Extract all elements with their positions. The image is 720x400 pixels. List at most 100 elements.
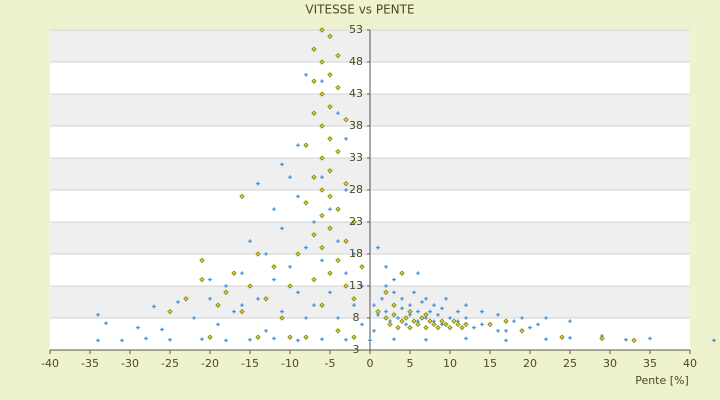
point <box>360 322 364 327</box>
point <box>223 289 229 296</box>
point <box>319 187 325 193</box>
point <box>335 52 341 59</box>
point <box>536 322 540 327</box>
point <box>412 290 416 295</box>
point <box>424 297 428 301</box>
point <box>352 252 356 256</box>
point <box>303 334 309 340</box>
point <box>327 104 333 110</box>
point <box>384 309 388 314</box>
point <box>296 143 300 147</box>
x-tick-label: -15 <box>241 357 259 370</box>
x-tick-label: 5 <box>407 357 414 370</box>
point <box>192 316 196 320</box>
point <box>376 245 380 250</box>
point <box>272 277 276 282</box>
y-tick-label: 33 <box>349 151 363 164</box>
point <box>380 297 384 301</box>
point <box>224 338 228 343</box>
point <box>395 324 401 331</box>
point <box>391 312 397 318</box>
y-tick-label: 3 <box>353 343 360 356</box>
point <box>459 324 465 331</box>
point <box>152 304 156 309</box>
point <box>296 194 300 199</box>
point <box>311 276 317 283</box>
point <box>248 239 252 243</box>
point <box>451 318 457 324</box>
point <box>504 338 508 343</box>
point <box>392 277 396 282</box>
point <box>368 338 372 343</box>
x-tick-label: 10 <box>443 357 457 370</box>
point <box>512 319 516 323</box>
point <box>208 277 212 282</box>
x-tick-label: -25 <box>161 357 179 370</box>
point <box>231 270 237 276</box>
point <box>359 264 365 270</box>
point <box>544 337 548 341</box>
point <box>296 338 300 343</box>
y-tick-label: 13 <box>349 279 363 292</box>
point <box>215 302 221 308</box>
point <box>319 123 325 129</box>
point <box>416 309 420 314</box>
point <box>320 175 324 179</box>
point <box>427 318 433 324</box>
point <box>447 324 453 331</box>
x-tick-label: 25 <box>563 357 577 370</box>
y-tick-label: 43 <box>349 87 363 100</box>
point <box>352 303 356 307</box>
point <box>624 337 628 342</box>
point <box>372 303 376 307</box>
point <box>392 290 396 295</box>
point <box>327 225 333 232</box>
point <box>344 337 348 342</box>
point <box>96 313 100 317</box>
point <box>480 322 484 327</box>
point <box>391 302 397 308</box>
point <box>240 271 244 275</box>
point <box>415 321 421 328</box>
point <box>327 193 333 200</box>
x-tick-label: -5 <box>325 357 336 370</box>
point <box>247 283 253 289</box>
point <box>271 264 277 270</box>
point <box>343 116 349 123</box>
point <box>520 316 524 320</box>
point <box>383 289 389 296</box>
point <box>428 309 432 314</box>
point <box>320 337 324 341</box>
point <box>336 239 340 243</box>
point <box>487 321 493 328</box>
point <box>648 336 652 341</box>
point <box>599 335 605 342</box>
point <box>287 283 293 289</box>
x-tick-label: 35 <box>643 357 657 370</box>
point <box>272 336 276 341</box>
point <box>199 276 205 283</box>
point <box>503 318 509 324</box>
point <box>264 252 268 256</box>
point <box>519 328 525 334</box>
point <box>312 220 316 224</box>
point <box>336 111 340 115</box>
point <box>288 175 292 179</box>
point <box>396 316 400 320</box>
point <box>327 136 333 142</box>
point <box>423 312 429 318</box>
point <box>432 303 436 307</box>
y-tick-label: 38 <box>349 119 363 132</box>
point <box>375 308 381 315</box>
point <box>403 315 409 321</box>
point <box>504 329 508 333</box>
point <box>319 91 325 97</box>
chart-title: VITESSE vs PENTE <box>305 3 414 17</box>
point <box>335 84 341 91</box>
point <box>272 207 276 211</box>
point <box>319 27 325 33</box>
x-tick-label: -30 <box>121 357 139 370</box>
point <box>239 308 245 315</box>
point <box>436 313 440 317</box>
